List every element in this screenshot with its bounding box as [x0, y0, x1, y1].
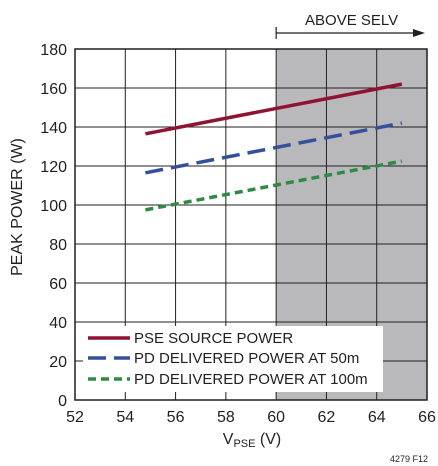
y-tick-label: 140 [40, 120, 67, 137]
legend-background [83, 326, 383, 392]
y-tick-label: 40 [49, 315, 67, 332]
x-tick-label: 58 [217, 409, 235, 426]
x-tick-label: 56 [167, 409, 185, 426]
legend-label: PD DELIVERED POWER AT 50m [134, 350, 359, 367]
x-tick-label: 60 [267, 409, 285, 426]
x-tick-label: 66 [418, 409, 436, 426]
y-tick-label: 60 [49, 276, 67, 293]
legend: PSE SOURCE POWER PD DELIVERED POWER AT 50… [83, 326, 383, 392]
series-line [145, 82, 403, 136]
plot-frame [74, 48, 428, 401]
series-lines [145, 82, 403, 212]
y-tick-label: 20 [49, 354, 67, 371]
y-axis-label: PEAK POWER (W) [9, 138, 26, 276]
y-tick-label: 0 [58, 393, 67, 410]
y-tick-label: 100 [40, 198, 67, 215]
y-tick-label: 120 [40, 159, 67, 176]
x-axis-label: VPSE (V) [223, 431, 281, 450]
figure-id: 4279 F12 [390, 454, 428, 464]
x-tick-label: 54 [116, 409, 134, 426]
y-tick-label: 80 [49, 237, 67, 254]
region-arrow-head [413, 29, 425, 37]
x-tick-label: 52 [66, 409, 84, 426]
series-line [145, 121, 403, 175]
x-tick-label: 62 [318, 409, 336, 426]
legend-label: PD DELIVERED POWER AT 100m [134, 371, 368, 388]
y-tick-label: 180 [40, 42, 67, 59]
y-tick-label: 160 [40, 81, 67, 98]
region-annotation: ABOVE SELV [275, 12, 425, 39]
region-label: ABOVE SELV [305, 12, 398, 29]
series-line [145, 159, 403, 212]
x-tick-label: 64 [368, 409, 386, 426]
x-tick-labels: 52 54 56 58 60 62 64 66 [66, 409, 436, 426]
legend-label: PSE SOURCE POWER [134, 330, 293, 347]
y-tick-labels: 0 20 40 60 80 100 120 140 160 180 [40, 42, 67, 410]
